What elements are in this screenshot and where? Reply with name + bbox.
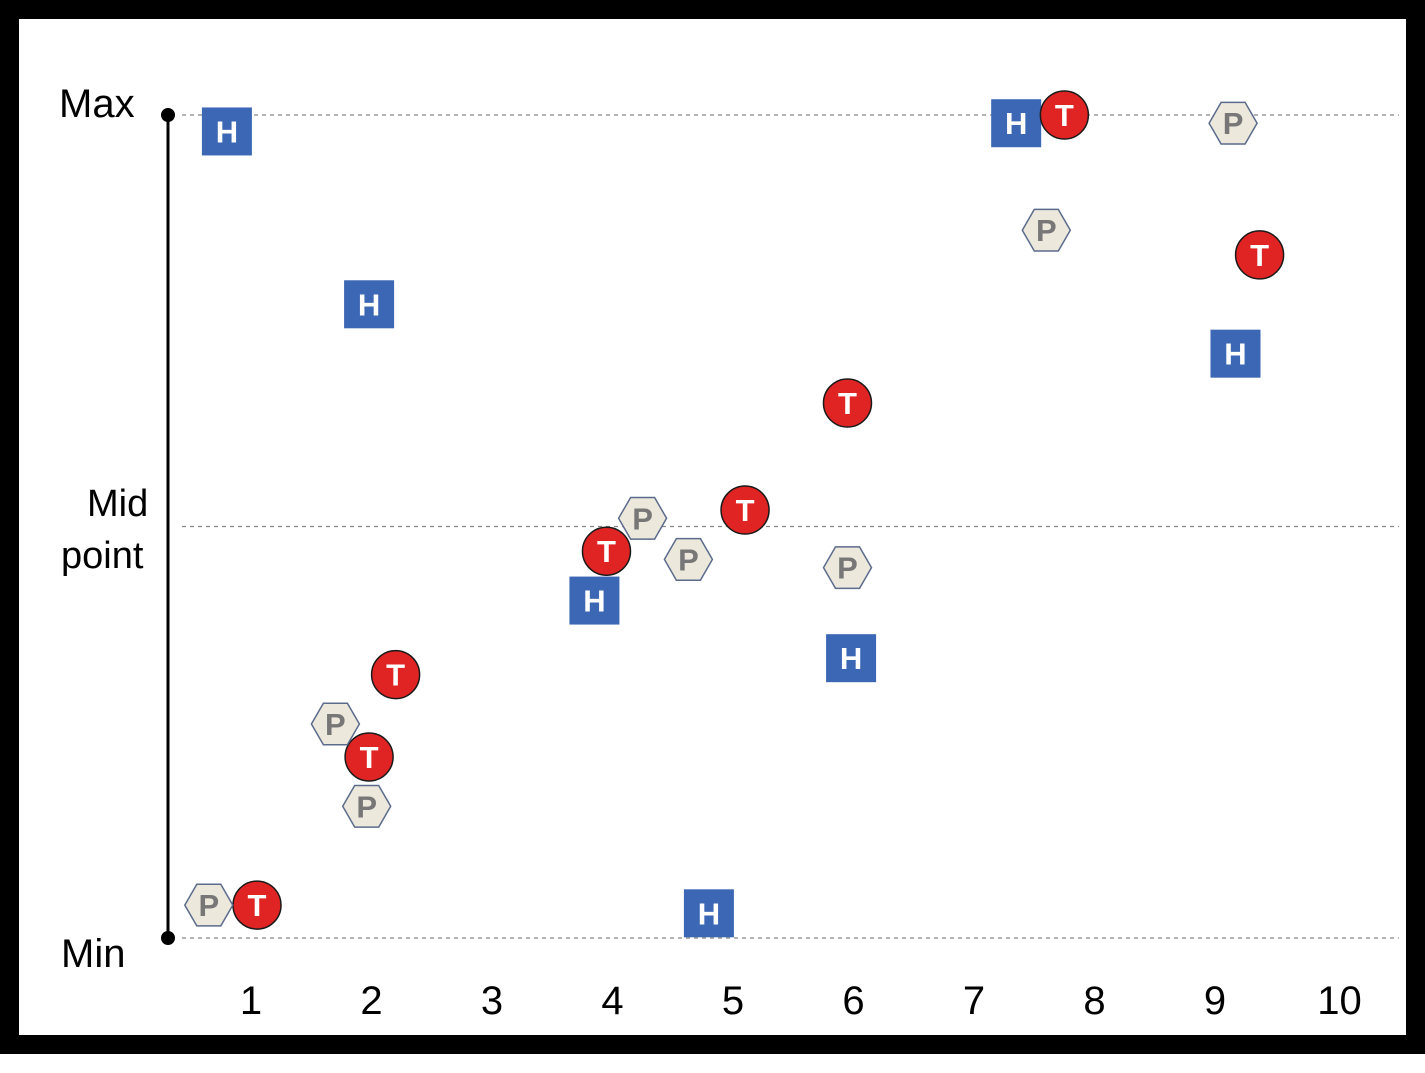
marker-circle bbox=[720, 485, 770, 535]
marker-hexagon bbox=[1021, 208, 1072, 252]
marker-p: P bbox=[1208, 101, 1258, 145]
marker-letter: P bbox=[678, 542, 699, 577]
marker-t: T bbox=[1234, 230, 1285, 280]
marker-letter: T bbox=[248, 888, 267, 923]
marker-t: T bbox=[720, 485, 770, 535]
marker-p: P bbox=[183, 883, 234, 927]
marker-letter: P bbox=[325, 707, 346, 742]
x-tick-label: 4 bbox=[601, 979, 623, 1023]
x-tick-labels: 1 2 3 4 5 6 7 8 9 10 bbox=[240, 979, 1362, 1023]
marker-letter: P bbox=[837, 551, 858, 586]
y-label-max: Max bbox=[59, 82, 135, 126]
marker-hexagon bbox=[183, 883, 234, 927]
marker-letter: H bbox=[840, 641, 862, 676]
marker-p: P bbox=[822, 546, 873, 590]
x-tick-label: 3 bbox=[481, 979, 503, 1023]
marker-t: T bbox=[1039, 90, 1090, 140]
x-tick-label: 1 bbox=[240, 979, 262, 1023]
y-label-mid-line1: Mid bbox=[87, 483, 148, 525]
y-label-mid-line2: point bbox=[61, 535, 144, 577]
marker-square bbox=[1210, 329, 1261, 378]
marker-letter: H bbox=[583, 584, 605, 619]
y-label-min: Min bbox=[61, 932, 125, 976]
marker-h: H bbox=[683, 889, 734, 938]
marker-letter: P bbox=[1223, 106, 1244, 141]
marker-t: T bbox=[232, 880, 282, 930]
marker-square bbox=[569, 576, 620, 625]
marker-h: H bbox=[344, 280, 395, 329]
x-tick-label: 9 bbox=[1204, 979, 1226, 1023]
marker-circle bbox=[344, 732, 394, 782]
x-tick-label: 10 bbox=[1317, 979, 1362, 1023]
marker-p: P bbox=[617, 496, 668, 540]
marker-letter: H bbox=[1224, 337, 1246, 372]
x-tick-label: 7 bbox=[963, 979, 985, 1023]
marker-circle bbox=[370, 649, 421, 700]
y-axis-min-dot bbox=[161, 931, 175, 945]
scatter-chart: Max Mid point Min 1 2 3 4 5 6 7 8 9 10 HHHHHHHTTT… bbox=[59, 82, 1399, 1023]
marker-p: P bbox=[310, 702, 361, 746]
marker-square bbox=[683, 889, 734, 938]
marker-square bbox=[201, 107, 252, 156]
marker-p: P bbox=[1021, 208, 1072, 252]
marker-square bbox=[826, 634, 877, 683]
marker-letter: P bbox=[632, 501, 653, 536]
marker-letter: H bbox=[358, 287, 380, 322]
marker-letter: T bbox=[1055, 98, 1074, 133]
x-tick-label: 6 bbox=[842, 979, 864, 1023]
marker-letter: T bbox=[597, 534, 616, 569]
marker-t: T bbox=[822, 378, 873, 428]
marker-hexagon bbox=[822, 546, 873, 590]
gridlines bbox=[182, 114, 1399, 939]
marker-letter: T bbox=[838, 386, 857, 421]
marker-letter: T bbox=[1250, 238, 1269, 273]
marker-h: H bbox=[826, 634, 877, 683]
marker-hexagon bbox=[663, 537, 714, 581]
x-tick-label: 2 bbox=[360, 979, 382, 1023]
marker-h: H bbox=[569, 576, 620, 625]
marker-square bbox=[991, 99, 1042, 148]
marker-circle bbox=[581, 526, 632, 576]
marker-letter: T bbox=[360, 740, 379, 775]
marker-hexagon bbox=[617, 496, 668, 540]
marker-p: P bbox=[663, 537, 714, 581]
marker-letter: P bbox=[356, 789, 377, 824]
marker-h: H bbox=[1210, 329, 1261, 378]
marker-letter: T bbox=[386, 658, 405, 693]
marker-circle bbox=[822, 378, 873, 428]
marker-hexagon bbox=[1208, 101, 1258, 145]
marker-t: T bbox=[581, 526, 632, 576]
y-axis: Max Mid point Min bbox=[59, 82, 175, 976]
y-axis-max-dot bbox=[161, 108, 175, 122]
marker-t: T bbox=[344, 732, 394, 782]
marker-letter: T bbox=[736, 493, 755, 528]
marker-h: H bbox=[991, 99, 1042, 148]
marker-p: P bbox=[341, 784, 392, 828]
marker-letter: H bbox=[216, 114, 238, 149]
marker-hexagon bbox=[310, 702, 361, 746]
marker-letter: P bbox=[198, 888, 219, 923]
marker-circle bbox=[1234, 230, 1285, 280]
x-tick-label: 5 bbox=[722, 979, 744, 1023]
marker-circle bbox=[1039, 90, 1090, 140]
marker-letter: H bbox=[1005, 106, 1027, 141]
marker-t: T bbox=[370, 649, 421, 700]
marker-letter: P bbox=[1036, 213, 1057, 248]
marker-hexagon bbox=[341, 784, 392, 828]
marker-h: H bbox=[201, 107, 252, 156]
marker-square bbox=[344, 280, 395, 329]
x-tick-label: 8 bbox=[1083, 979, 1105, 1023]
marker-letter: H bbox=[698, 896, 720, 931]
